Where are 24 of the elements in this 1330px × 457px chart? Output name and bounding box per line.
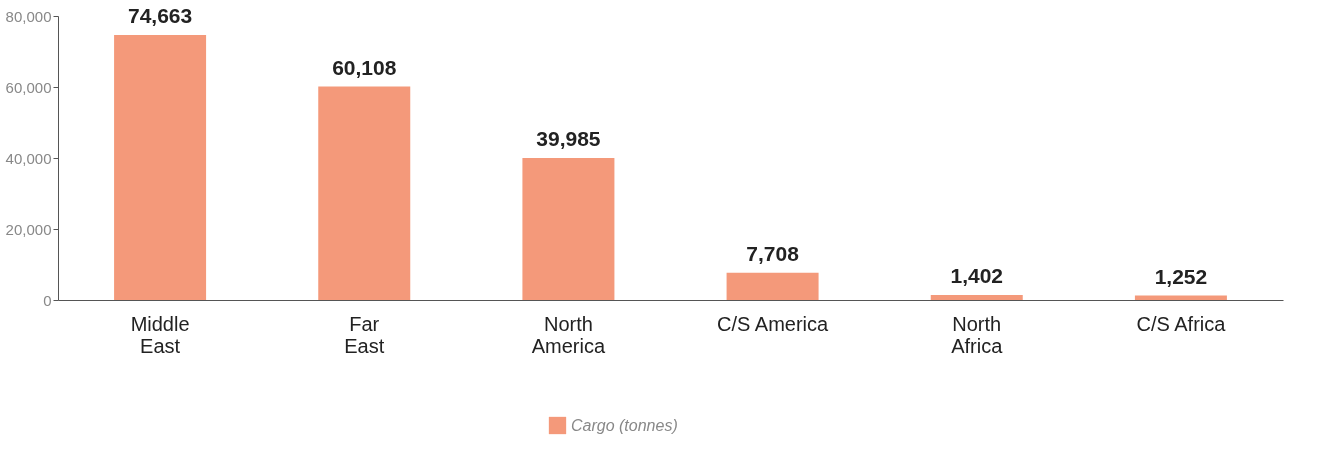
bar <box>930 295 1023 300</box>
legend-label: Cargo (tonnes) <box>571 416 678 434</box>
bar <box>522 158 615 300</box>
y-tick-label: 40,000 <box>5 149 52 167</box>
bar <box>1134 295 1227 300</box>
data-label: 7,708 <box>746 241 800 265</box>
x-tick-label: C/S America <box>717 312 830 335</box>
bar <box>726 272 819 300</box>
data-label: 60,108 <box>332 55 397 79</box>
data-label: 1,402 <box>950 264 1004 288</box>
y-tick-label: 20,000 <box>5 220 52 238</box>
x-tick-label: Far East <box>344 312 385 357</box>
bar <box>318 86 411 300</box>
data-label: 74,663 <box>127 3 193 27</box>
data-label: 39,985 <box>536 127 601 151</box>
y-tick-label: 80,000 <box>5 7 52 25</box>
bar <box>114 34 207 300</box>
x-tick-label: Middle East <box>130 312 190 357</box>
x-tick-label: C/S Africa <box>1136 312 1227 335</box>
data-label: 1,252 <box>1154 264 1208 288</box>
y-tick-label: 0 <box>43 291 52 309</box>
x-tick-label: North Africa <box>951 312 1004 357</box>
y-tick-label: 60,000 <box>5 78 52 96</box>
x-tick-label: North America <box>531 312 606 357</box>
